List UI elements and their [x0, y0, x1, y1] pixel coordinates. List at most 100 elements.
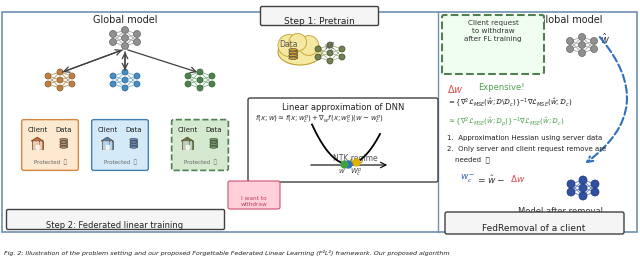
- FancyBboxPatch shape: [228, 181, 280, 209]
- Bar: [32, 141, 43, 149]
- Text: $\hat{w}$: $\hat{w}$: [600, 32, 610, 46]
- Text: $W_c^p$: $W_c^p$: [350, 167, 362, 179]
- Text: $= \{\nabla^2\mathcal{L}_{MSE}(\hat{w};\mathcal{D}\backslash\mathcal{D}_c)\}^{-1: $= \{\nabla^2\mathcal{L}_{MSE}(\hat{w};\…: [447, 96, 572, 109]
- FancyBboxPatch shape: [172, 120, 228, 170]
- Circle shape: [134, 73, 140, 79]
- Text: $w_c^-$: $w_c^-$: [460, 173, 476, 185]
- Circle shape: [289, 33, 307, 51]
- Ellipse shape: [210, 143, 218, 146]
- Text: Expensive!: Expensive!: [478, 83, 525, 92]
- Circle shape: [591, 180, 599, 188]
- Circle shape: [567, 188, 575, 196]
- Text: needed  👍: needed 👍: [455, 156, 490, 163]
- Bar: [184, 141, 185, 149]
- Bar: [106, 141, 108, 149]
- FancyBboxPatch shape: [92, 120, 148, 170]
- Text: I want to
withdraw: I want to withdraw: [241, 196, 268, 207]
- Ellipse shape: [60, 141, 67, 143]
- Circle shape: [110, 73, 116, 79]
- Bar: [189, 141, 191, 149]
- Circle shape: [122, 34, 129, 41]
- Ellipse shape: [130, 143, 138, 146]
- FancyBboxPatch shape: [248, 98, 438, 182]
- FancyBboxPatch shape: [260, 6, 378, 25]
- Text: 2.  Only server and client request remove are: 2. Only server and client request remove…: [447, 146, 606, 152]
- Circle shape: [69, 81, 75, 87]
- Bar: [33, 141, 35, 149]
- Text: Data: Data: [205, 127, 222, 133]
- Circle shape: [591, 45, 598, 52]
- Ellipse shape: [60, 146, 67, 148]
- Ellipse shape: [130, 146, 138, 148]
- Text: $w$: $w$: [339, 167, 346, 175]
- Bar: [186, 141, 188, 149]
- Text: Client request
to withdraw
after FL training: Client request to withdraw after FL trai…: [464, 20, 522, 42]
- Bar: [106, 145, 109, 149]
- Bar: [102, 141, 113, 149]
- Ellipse shape: [289, 57, 297, 60]
- Bar: [104, 141, 105, 149]
- Text: Protected  🔒: Protected 🔒: [33, 159, 67, 165]
- Circle shape: [134, 81, 140, 87]
- Circle shape: [315, 46, 321, 52]
- FancyBboxPatch shape: [2, 12, 637, 232]
- Circle shape: [45, 81, 51, 87]
- Circle shape: [122, 42, 129, 50]
- Text: NTK regime: NTK regime: [333, 154, 378, 163]
- FancyBboxPatch shape: [445, 212, 624, 234]
- Bar: [109, 141, 111, 149]
- Text: Client: Client: [97, 127, 117, 133]
- Ellipse shape: [278, 39, 322, 65]
- Text: Fig. 2: Illustration of the problem setting and our proposed Forgettable Federat: Fig. 2: Illustration of the problem sett…: [4, 250, 450, 256]
- Text: $\approx \{\nabla^2\mathcal{L}_{MSE}(\hat{w};\mathcal{D}_p)\}^{-1}\nabla\mathcal: $\approx \{\nabla^2\mathcal{L}_{MSE}(\ha…: [447, 115, 564, 129]
- Text: Protected  🔒: Protected 🔒: [184, 159, 216, 165]
- Circle shape: [110, 81, 116, 87]
- Circle shape: [327, 58, 333, 64]
- Circle shape: [278, 34, 300, 57]
- Circle shape: [122, 26, 129, 33]
- Circle shape: [134, 31, 141, 38]
- Circle shape: [209, 81, 215, 87]
- Circle shape: [566, 38, 573, 44]
- Circle shape: [327, 42, 333, 48]
- Text: Global model: Global model: [538, 15, 602, 25]
- FancyBboxPatch shape: [22, 120, 78, 170]
- Circle shape: [57, 69, 63, 75]
- Circle shape: [197, 69, 203, 75]
- Text: $= \hat{w} -$: $= \hat{w} -$: [476, 173, 505, 186]
- Circle shape: [579, 184, 587, 192]
- Circle shape: [185, 73, 191, 79]
- Circle shape: [579, 176, 587, 184]
- Circle shape: [315, 54, 321, 60]
- Bar: [210, 140, 218, 147]
- Circle shape: [591, 38, 598, 44]
- Text: Linear approximation of DNN: Linear approximation of DNN: [282, 103, 404, 112]
- Text: Global model: Global model: [93, 15, 157, 25]
- FancyBboxPatch shape: [442, 15, 544, 74]
- Text: Model after removal: Model after removal: [518, 207, 602, 216]
- Text: $w_c^p$: $w_c^p$: [324, 40, 336, 53]
- Ellipse shape: [60, 143, 67, 146]
- Text: FedRemoval of a client: FedRemoval of a client: [483, 224, 586, 233]
- Text: Client: Client: [177, 127, 197, 133]
- Circle shape: [109, 31, 116, 38]
- Text: Step 1: Pretrain: Step 1: Pretrain: [284, 17, 355, 26]
- Circle shape: [327, 50, 333, 56]
- Ellipse shape: [60, 138, 67, 141]
- Circle shape: [579, 33, 586, 41]
- Circle shape: [122, 77, 128, 83]
- Text: Step 2: Federated linear training: Step 2: Federated linear training: [47, 221, 184, 230]
- Circle shape: [122, 85, 128, 91]
- Text: Data: Data: [55, 127, 72, 133]
- Bar: [36, 145, 39, 149]
- Circle shape: [197, 77, 203, 83]
- Circle shape: [69, 73, 75, 79]
- Circle shape: [566, 45, 573, 52]
- Text: $f(x;w) \approx f(x;w_c^p) + \nabla_w f(x;w_c^p)(w-w_c^p)$: $f(x;w) \approx f(x;w_c^p) + \nabla_w f(…: [255, 114, 383, 126]
- Bar: [182, 141, 193, 149]
- Circle shape: [197, 85, 203, 91]
- Ellipse shape: [130, 138, 138, 141]
- Ellipse shape: [210, 141, 218, 143]
- Circle shape: [339, 46, 345, 52]
- Text: Data: Data: [125, 127, 142, 133]
